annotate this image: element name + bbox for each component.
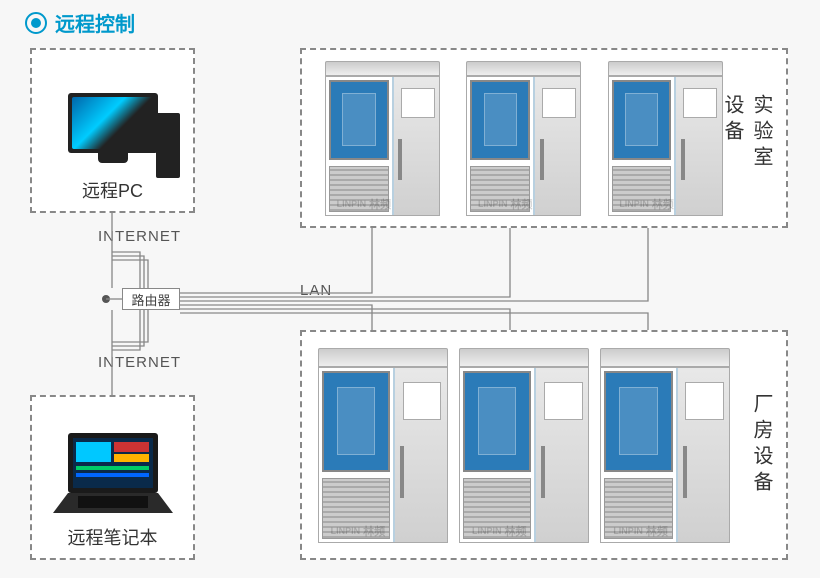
- remote-laptop-label: 远程笔记本: [68, 524, 158, 550]
- chamber-icon: LINPIN林频: [459, 348, 589, 543]
- chamber-icon: LINPIN林频: [466, 61, 581, 216]
- target-icon: [25, 12, 47, 34]
- chamber-icon: LINPIN林频: [318, 348, 448, 543]
- watermark: LINPIN林频: [613, 523, 717, 539]
- desktop-pc-icon: [68, 93, 158, 157]
- watermark: LINPIN林频: [478, 196, 570, 212]
- chamber-icon: LINPIN林频: [325, 61, 440, 216]
- router-node: 路由器: [122, 288, 180, 310]
- watermark: LINPIN林频: [472, 523, 576, 539]
- internet-label-top: INTERNET: [98, 228, 181, 245]
- remote-pc-label: 远程PC: [82, 177, 143, 203]
- watermark: LINPIN林频: [331, 523, 435, 539]
- page-title: 远程控制: [55, 8, 135, 37]
- factory-label: 厂房设备: [747, 393, 776, 497]
- remote-pc-box: 远程PC: [30, 48, 195, 213]
- lab-equipment-box: LINPIN林频 LINPIN林频 LINPIN林频 实验室设备: [300, 48, 788, 228]
- laptop-icon: [48, 428, 178, 518]
- internet-label-bottom: INTERNET: [98, 354, 181, 371]
- watermark: LINPIN林频: [619, 196, 711, 212]
- router-dot-icon: [102, 295, 110, 303]
- chamber-icon: LINPIN林频: [600, 348, 730, 543]
- router-label: 路由器: [131, 290, 170, 309]
- factory-equipment-box: LINPIN林频 LINPIN林频 LINPIN林频 厂房设备: [300, 330, 788, 560]
- chamber-icon: LINPIN林频: [608, 61, 723, 216]
- header: 远程控制: [25, 8, 135, 37]
- lab-label: 实验室设备: [718, 94, 776, 182]
- lan-label: LAN: [300, 282, 332, 299]
- watermark: LINPIN林频: [337, 196, 429, 212]
- remote-laptop-box: 远程笔记本: [30, 395, 195, 560]
